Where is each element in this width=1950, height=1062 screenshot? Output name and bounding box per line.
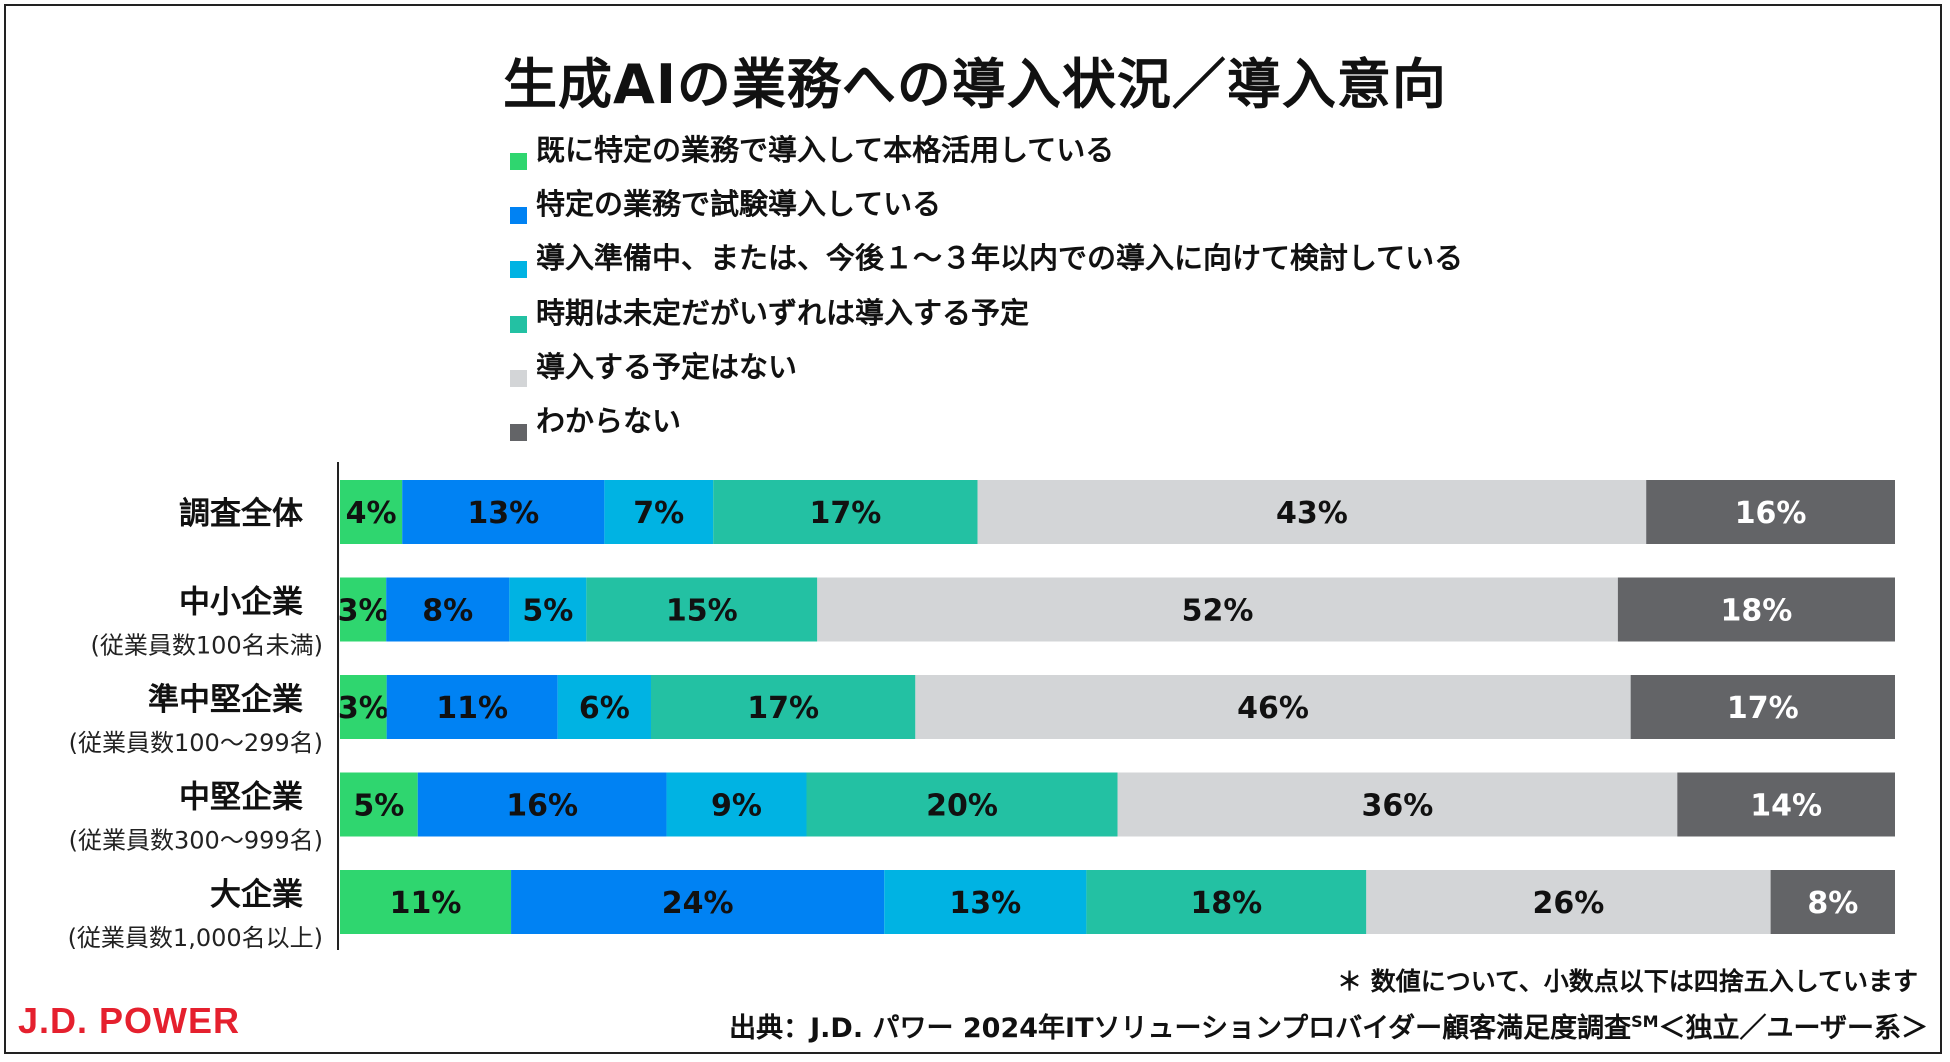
legend-swatch [510, 207, 527, 224]
data-label-mid-trial: 16% [506, 789, 578, 824]
bar-all-trial [402, 480, 605, 544]
bar-small-fully-adopted [340, 577, 387, 642]
category-label-lower-mid: 準中堅企業 [148, 682, 303, 718]
legend-swatch [510, 261, 527, 278]
category-label-all: 調査全体 [179, 496, 303, 532]
bar-all-fully-adopted [340, 480, 403, 544]
bar-all-no-plan [977, 480, 1647, 544]
data-label-small-no-plan: 52% [1182, 594, 1254, 629]
data-label-small-preparing: 5% [522, 594, 573, 629]
bar-lower-mid-fully-adopted [340, 675, 387, 739]
bar-mid-trial [417, 772, 667, 837]
bar-large-fully-adopted [340, 870, 512, 934]
bar-lower-mid-preparing [557, 675, 651, 739]
bar-small-no-plan [817, 577, 1618, 642]
bar-all-unknown [1646, 480, 1895, 544]
data-label-mid-no-plan: 36% [1361, 789, 1433, 824]
data-label-large-undecided: 18% [1190, 886, 1262, 921]
bar-large-no-plan [1366, 870, 1771, 934]
bar-all-undecided [713, 480, 978, 544]
bar-large-undecided [1086, 870, 1367, 934]
category-sublabel-lower-mid: (従業員数100～299名) [69, 729, 323, 757]
legend-swatch [510, 424, 527, 441]
data-label-all-unknown: 16% [1735, 496, 1807, 531]
bar-mid-no-plan [1117, 772, 1678, 837]
data-label-lower-mid-trial: 11% [436, 691, 508, 726]
legend-label: 特定の業務で試験導入している [536, 187, 942, 221]
legend-swatch [510, 153, 527, 170]
source-prefix: 出典：J.D. パワー 2024年ITソリューションプロバイダー顧客満足度調査 [729, 1013, 1632, 1044]
source-superscript: SM [1631, 1012, 1659, 1031]
legend-label: 導入する予定はない [536, 350, 798, 384]
legend-swatch [510, 370, 527, 387]
bar-small-undecided [586, 577, 818, 642]
rounding-note: ＊ 数値について、小数点以下は四捨五入しています [1337, 967, 1918, 996]
data-label-all-no-plan: 43% [1276, 496, 1348, 531]
category-sublabel-small: (従業員数100名未満) [90, 632, 323, 660]
data-label-all-fully-adopted: 4% [346, 496, 397, 531]
category-label-mid: 中堅企業 [179, 780, 303, 816]
data-label-lower-mid-fully-adopted: 3% [338, 691, 389, 726]
data-label-mid-unknown: 14% [1750, 789, 1822, 824]
data-label-small-trial: 8% [422, 594, 473, 629]
source-citation: 出典：J.D. パワー 2024年ITソリューションプロバイダー顧客満足度調査S… [729, 1006, 1928, 1045]
bar-large-preparing [884, 870, 1087, 934]
bar-mid-fully-adopted [340, 772, 418, 837]
data-label-mid-fully-adopted: 5% [353, 789, 404, 824]
bar-large-unknown [1770, 870, 1895, 934]
bar-large-trial [511, 870, 885, 934]
category-sublabel-mid: (従業員数300～999名) [69, 827, 323, 855]
bar-mid-undecided [806, 772, 1118, 837]
data-label-all-preparing: 7% [633, 496, 684, 531]
legend-label: 時期は未定だがいずれは導入する予定 [536, 296, 1030, 330]
legend-swatch [510, 316, 527, 333]
data-label-large-fully-adopted: 11% [390, 886, 462, 921]
jd-power-logo: J.D. POWER [18, 1000, 241, 1041]
data-label-all-trial: 13% [467, 496, 539, 531]
bar-lower-mid-trial [386, 675, 558, 739]
bar-mid-preparing [666, 772, 807, 837]
bar-mid-unknown [1677, 772, 1895, 837]
chart-frame [4, 4, 1942, 1054]
data-label-lower-mid-no-plan: 46% [1237, 691, 1309, 726]
bar-all-preparing [604, 480, 714, 544]
data-label-small-fully-adopted: 3% [338, 594, 389, 629]
category-sublabel-large: (従業員数1,000名以上) [68, 924, 323, 952]
bar-lower-mid-undecided [651, 675, 916, 739]
data-label-small-unknown: 18% [1721, 594, 1793, 629]
chart-title: 生成AIの業務への導入状況／導入意向 [503, 53, 1447, 116]
legend-label: わからない [536, 404, 682, 438]
bar-small-preparing [509, 577, 587, 642]
data-label-large-preparing: 13% [949, 886, 1021, 921]
bar-small-unknown [1617, 577, 1895, 642]
category-label-small: 中小企業 [179, 585, 303, 621]
source-suffix: ＜独立／ユーザー系＞ [1658, 1013, 1928, 1044]
data-label-small-undecided: 15% [666, 594, 738, 629]
legend-label: 導入準備中、または、今後１～３年以内での導入に向けて検討している [536, 241, 1464, 275]
data-label-large-no-plan: 26% [1533, 886, 1605, 921]
category-label-large: 大企業 [210, 877, 303, 913]
bar-small-trial [386, 577, 510, 642]
data-label-lower-mid-preparing: 6% [579, 691, 630, 726]
data-label-lower-mid-undecided: 17% [747, 691, 819, 726]
legend-label: 既に特定の業務で導入して本格活用している [536, 133, 1115, 167]
bar-lower-mid-unknown [1630, 675, 1895, 739]
data-label-large-unknown: 8% [1807, 886, 1858, 921]
data-label-mid-undecided: 20% [926, 789, 998, 824]
data-label-all-undecided: 17% [809, 496, 881, 531]
data-label-large-trial: 24% [662, 886, 734, 921]
data-label-lower-mid-unknown: 17% [1727, 691, 1799, 726]
bar-lower-mid-no-plan [915, 675, 1631, 739]
data-label-mid-preparing: 9% [711, 789, 762, 824]
